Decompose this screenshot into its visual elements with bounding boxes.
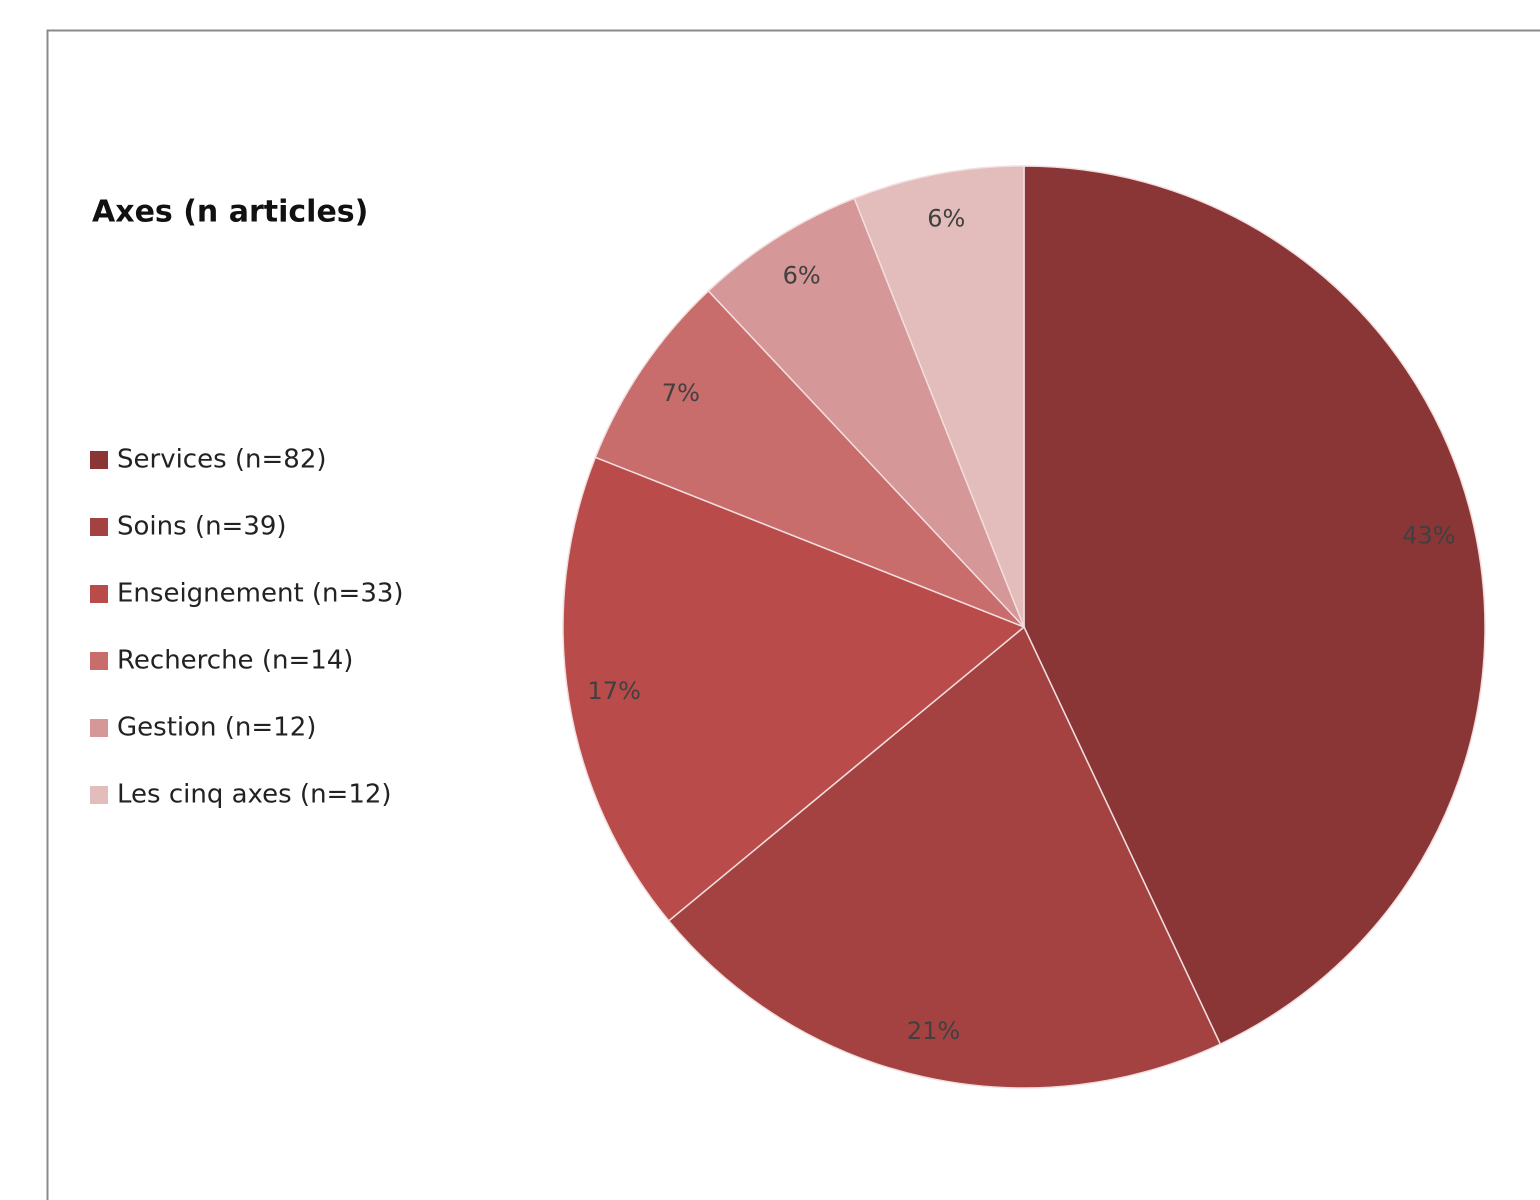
data-label: 21% [907,1017,960,1045]
legend-label: Services (n=82) [117,445,327,475]
legend-swatch [90,652,108,670]
legend-swatch [90,786,108,804]
legend-label: Soins (n=39) [117,512,287,542]
data-label: 6% [927,204,965,232]
data-label: 17% [588,677,641,705]
legend-label: Recherche (n=14) [117,646,353,676]
legend-title: Axes (n articles) [92,195,368,230]
pie-slice [594,289,1025,628]
legend-label: Gestion (n=12) [117,713,316,743]
data-label: 7% [662,379,700,407]
pie-slice [707,197,1025,628]
legend-label: Les cinq axes (n=12) [117,780,392,810]
legend-swatch [90,451,108,469]
pie-slice [853,165,1025,628]
legend-swatch [90,719,108,737]
data-label: 43% [1402,521,1455,549]
pie-slice [1023,165,1486,1046]
data-label: 6% [783,262,821,290]
legend-swatch [90,518,108,536]
pie-slice [562,456,1026,922]
pie-slice [667,625,1222,1089]
legend-label: Enseignement (n=33) [117,579,404,609]
legend-swatch [90,585,108,603]
